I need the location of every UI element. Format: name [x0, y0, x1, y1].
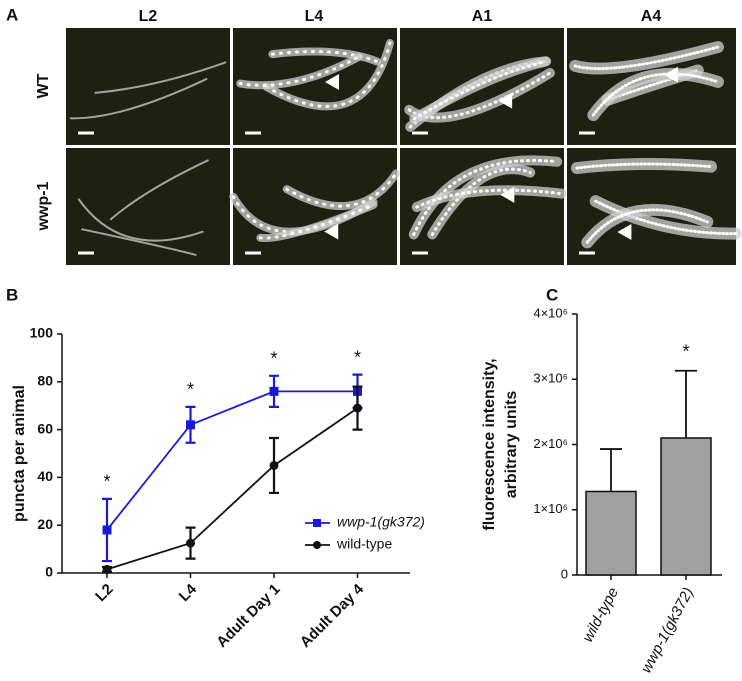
point [102, 564, 112, 574]
arrowhead [498, 92, 513, 109]
y-tick-label: 60 [37, 420, 53, 436]
column-label: A1 [472, 8, 493, 25]
arrowhead [617, 224, 632, 241]
arrowhead [324, 223, 339, 240]
x-tick-label: wild-type [579, 585, 622, 645]
worm [77, 198, 204, 242]
worm [256, 200, 378, 243]
x-tick-label: L2 [92, 581, 116, 605]
row-label: WT [35, 73, 52, 98]
worm [109, 159, 209, 221]
point [186, 538, 195, 548]
error-bar [675, 369, 697, 438]
worm-puncta [573, 45, 720, 71]
micrograph [66, 148, 230, 265]
legend-marker [313, 541, 321, 549]
worm-puncta [591, 72, 720, 117]
x-tick-label: L4 [176, 580, 201, 605]
significance: * [270, 349, 277, 369]
micrograph [66, 28, 230, 145]
legend-label: wwp-1(gk372) [337, 514, 425, 530]
worm-puncta [285, 171, 398, 208]
panel-label: C [546, 285, 558, 304]
column-label: A4 [641, 8, 662, 25]
y-axis-label: arbitrary units [503, 391, 520, 499]
worm-puncta [231, 195, 376, 234]
point [353, 403, 362, 413]
point [269, 386, 279, 396]
worm-puncta [575, 162, 713, 170]
worm-puncta [270, 50, 379, 64]
arrowhead [664, 66, 679, 83]
legend-label: wild-type [336, 536, 392, 552]
worm-puncta [585, 208, 709, 244]
worm [94, 61, 227, 94]
worm-puncta [594, 199, 738, 236]
bar [585, 490, 637, 576]
y-tick-label: 100 [30, 325, 54, 341]
column-label: L4 [305, 8, 324, 25]
y-tick-label: 40 [37, 468, 53, 484]
panel-label: A [6, 5, 18, 24]
bar [660, 437, 712, 576]
row-label: wwp-1 [35, 181, 52, 231]
y-axis-label: fluorescence intensity, [481, 358, 498, 530]
column-label: L2 [139, 8, 158, 25]
significance: * [187, 380, 194, 400]
series-line [106, 407, 359, 571]
y-tick-label: 0 [561, 566, 568, 581]
point [186, 420, 195, 430]
arrowhead [325, 74, 340, 91]
worm [69, 78, 208, 120]
worm-puncta [412, 158, 559, 236]
y-axis-label: puncta per animal [11, 385, 28, 522]
significance: * [682, 342, 689, 362]
x-tick-label: Adult Day 4 [297, 580, 368, 651]
worm-puncta [265, 41, 392, 108]
significance: * [354, 347, 361, 367]
worm-puncta [430, 167, 532, 236]
worm [81, 228, 197, 256]
worm-puncta [412, 60, 547, 121]
legend-marker [313, 519, 321, 527]
micrographs [66, 28, 742, 265]
error-bar [600, 448, 622, 492]
y-tick-label: 20 [37, 516, 53, 532]
series-line [106, 390, 358, 531]
y-tick-label: 1×10⁶ [533, 501, 568, 516]
panel-label: B [6, 285, 18, 304]
x-tick-label: Adult Day 1 [213, 581, 283, 651]
y-tick-label: 2×10⁶ [533, 436, 568, 451]
worm-puncta [238, 55, 361, 87]
y-tick-label: 4×10⁶ [533, 305, 568, 320]
y-tick-label: 80 [37, 373, 53, 389]
x-tick-label: wwp-1(gk372) [638, 585, 697, 676]
y-tick-label: 0 [45, 564, 53, 580]
worm-puncta [415, 188, 563, 209]
significance: * [103, 472, 110, 492]
point [102, 525, 112, 535]
arrowhead [500, 186, 515, 203]
point [269, 460, 279, 470]
y-tick-label: 3×10⁶ [533, 371, 568, 386]
